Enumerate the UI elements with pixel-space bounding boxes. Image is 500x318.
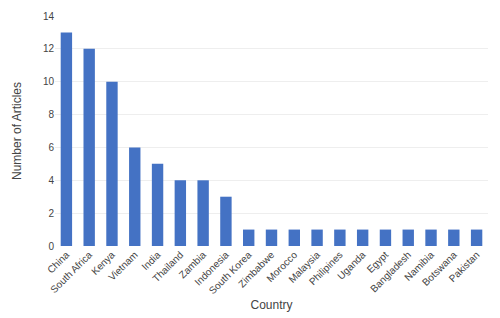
svg-text:Vietnam: Vietnam [106, 249, 140, 283]
svg-text:14: 14 [43, 11, 55, 22]
svg-text:12: 12 [43, 43, 55, 54]
svg-text:2: 2 [48, 208, 54, 219]
svg-text:6: 6 [48, 142, 54, 153]
svg-text:Namibia: Namibia [402, 249, 436, 283]
svg-text:Thailand: Thailand [150, 249, 185, 284]
svg-text:India: India [139, 249, 162, 272]
svg-text:Zimbabwe: Zimbabwe [236, 249, 277, 290]
svg-text:Morocco: Morocco [264, 249, 299, 284]
svg-text:Bangladesh: Bangladesh [368, 249, 413, 294]
svg-text:Egypt: Egypt [365, 249, 391, 275]
svg-text:Zambia: Zambia [177, 249, 209, 281]
svg-text:Indonesia: Indonesia [192, 249, 231, 288]
svg-text:Country: Country [250, 298, 292, 312]
svg-text:South Korea: South Korea [207, 249, 254, 296]
svg-text:Malaysia: Malaysia [286, 249, 322, 285]
svg-text:Kenya: Kenya [89, 249, 117, 277]
svg-text:Pakistan: Pakistan [447, 249, 482, 284]
svg-text:0: 0 [48, 241, 54, 252]
svg-text:China: China [45, 249, 72, 276]
svg-text:Uganda: Uganda [335, 249, 368, 282]
svg-text:Philipines: Philipines [307, 249, 345, 287]
svg-text:4: 4 [48, 175, 54, 186]
svg-text:8: 8 [48, 109, 54, 120]
svg-text:Number of Articles: Number of Articles [10, 82, 24, 180]
svg-text:South Africa: South Africa [48, 249, 94, 295]
svg-text:10: 10 [43, 76, 55, 87]
svg-text:Botswana: Botswana [420, 249, 459, 288]
